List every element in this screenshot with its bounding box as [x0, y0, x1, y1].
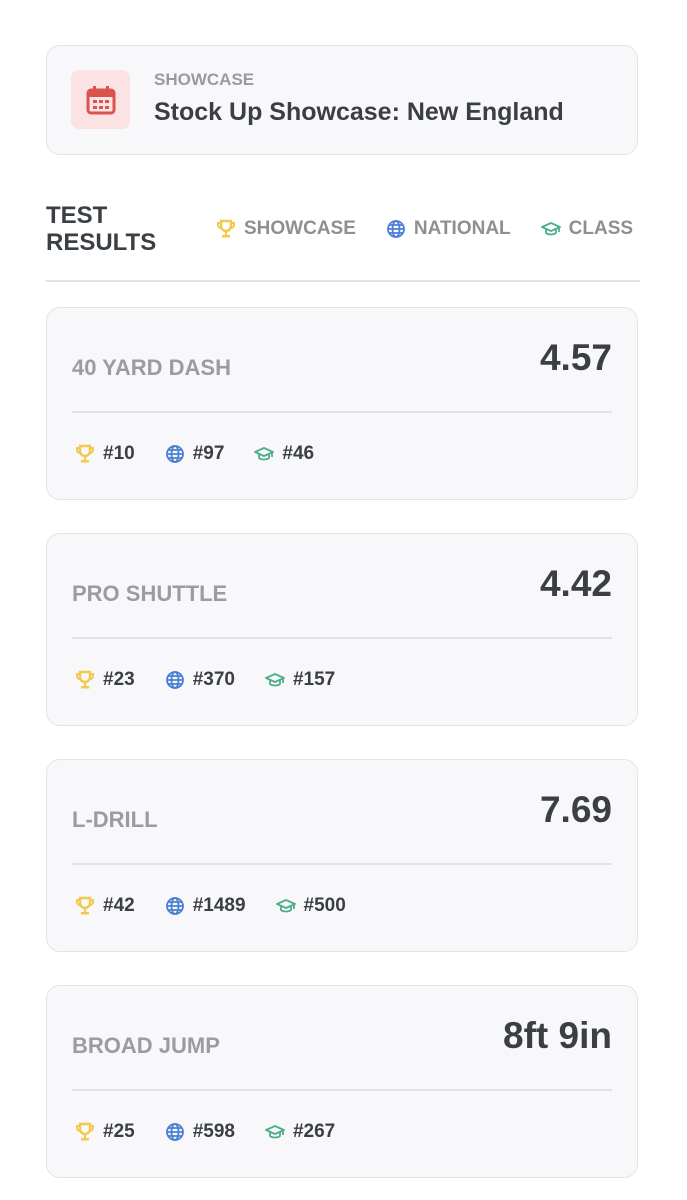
trophy-icon [75, 1122, 95, 1142]
trophy-icon [75, 444, 95, 464]
legend: SHOWCASE NATIONAL CLASS [216, 216, 641, 242]
test-value: 4.42 [539, 563, 612, 604]
divider [46, 280, 640, 282]
trophy-icon [75, 670, 95, 690]
result-card: BROAD JUMP 8ft 9in #25 #598 #267 [46, 985, 638, 1178]
rank: #598 [165, 1121, 235, 1143]
rank-value: #23 [103, 669, 135, 690]
globe-icon [165, 444, 185, 464]
cap-icon [265, 1122, 285, 1142]
test-name: L-DRILL [72, 807, 158, 832]
rank-value: #1489 [192, 895, 246, 916]
cap-icon [275, 896, 296, 916]
test-value: 8ft 9in [503, 1015, 612, 1056]
divider [72, 863, 612, 865]
rank: #97 [165, 443, 225, 465]
test-value: 4.57 [539, 337, 612, 378]
rank: #10 [75, 443, 135, 465]
event-title: Stock Up Showcase: New England [154, 98, 564, 126]
cap-icon [540, 219, 561, 239]
rank-value: #46 [282, 443, 315, 464]
section-title: TEST RESULTS [46, 202, 157, 256]
rank: #1489 [165, 895, 246, 917]
event-card: SHOWCASE Stock Up Showcase: New England [46, 45, 638, 155]
legend-item: CLASS [540, 216, 634, 242]
rank-value: #157 [292, 669, 336, 690]
event-label: SHOWCASE [154, 70, 255, 89]
result-card: PRO SHUTTLE 4.42 #23 #370 #157 [46, 533, 638, 726]
rank-value: #598 [192, 1121, 235, 1142]
rank: #23 [75, 669, 135, 691]
rank: #157 [265, 669, 335, 691]
result-card: 40 YARD DASH 4.57 #10 #97 #46 [46, 307, 638, 500]
legend-label: NATIONAL [413, 218, 511, 239]
divider [72, 1089, 612, 1091]
rank: #370 [165, 669, 235, 691]
rank-value: #267 [292, 1121, 336, 1142]
test-value: 7.69 [539, 789, 612, 830]
rank: #42 [75, 895, 135, 917]
test-name: BROAD JUMP [72, 1033, 220, 1058]
rank-value: #370 [192, 669, 235, 690]
cap-icon [265, 670, 285, 690]
legend-item: NATIONAL [386, 216, 511, 242]
test-name: PRO SHUTTLE [72, 581, 228, 606]
legend-item: SHOWCASE [216, 216, 356, 242]
globe-icon [165, 896, 185, 916]
ranks: #23 #370 #157 [75, 669, 335, 691]
trophy-icon [75, 896, 95, 916]
rank-value: #42 [103, 895, 135, 916]
ranks: #42 #1489 #500 [75, 895, 346, 917]
rank-value: #97 [192, 443, 225, 464]
globe-icon [165, 670, 185, 690]
rank: #500 [275, 895, 346, 917]
ranks: #25 #598 #267 [75, 1121, 335, 1143]
rank-value: #10 [103, 443, 135, 464]
test-name: 40 YARD DASH [72, 355, 231, 380]
rank: #25 [75, 1121, 135, 1143]
result-card: L-DRILL 7.69 #42 #1489 #500 [46, 759, 638, 952]
rank: #46 [254, 443, 314, 465]
calendar-icon [71, 70, 130, 129]
trophy-icon [216, 219, 236, 239]
ranks: #10 #97 #46 [75, 443, 314, 465]
cap-icon [254, 444, 275, 464]
divider [72, 637, 612, 639]
divider [72, 411, 612, 413]
globe-icon [165, 1122, 185, 1142]
rank-value: #25 [103, 1121, 135, 1142]
globe-icon [386, 219, 406, 239]
rank-value: #500 [303, 895, 346, 916]
legend-label: CLASS [568, 218, 634, 239]
rank: #267 [265, 1121, 335, 1143]
legend-label: SHOWCASE [244, 218, 356, 239]
